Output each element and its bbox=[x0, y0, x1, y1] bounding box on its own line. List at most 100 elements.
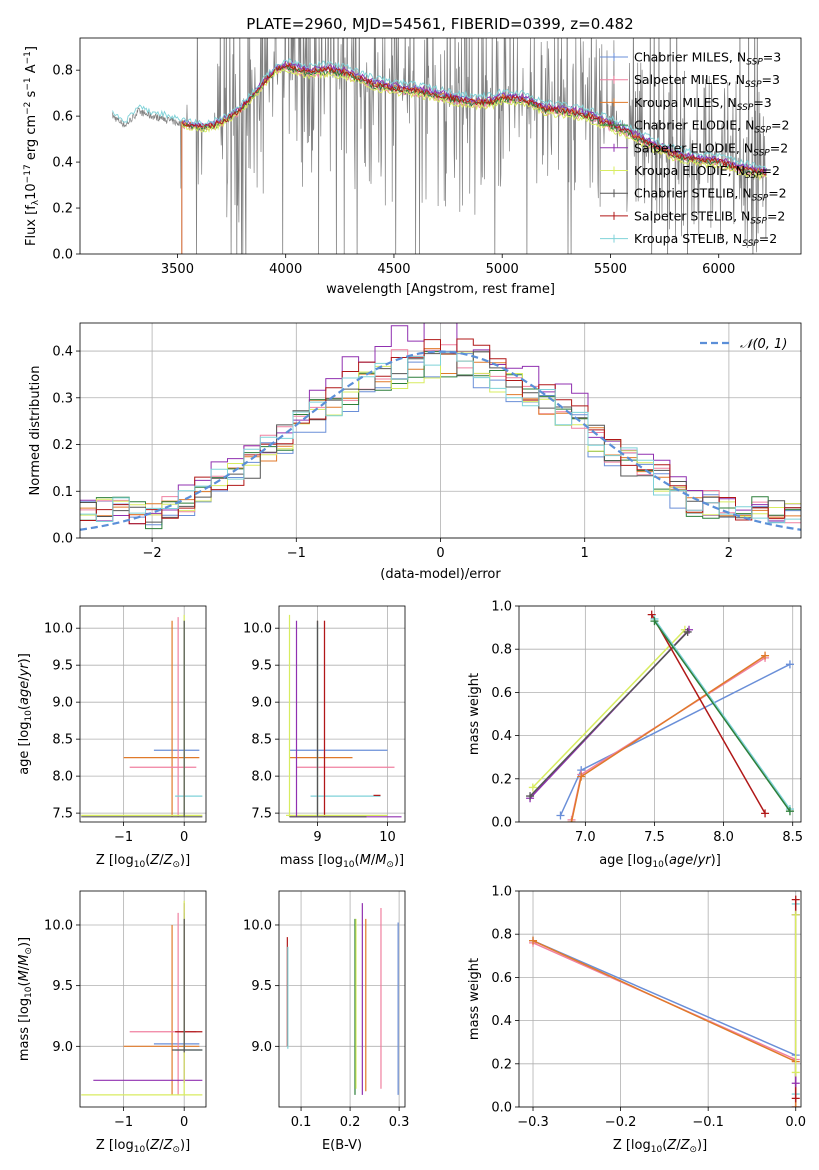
panel-weight_vs_age: 7.0 7.5 8.0 8.5 0.0 0.2 0.4 0.6 0.8 1.0 age [log10… bbox=[467, 600, 803, 871]
weight-point bbox=[683, 627, 692, 636]
weight-point bbox=[791, 1079, 800, 1088]
x-tick-label: −0.2 bbox=[605, 1115, 637, 1130]
errorbar bbox=[286, 614, 388, 817]
weight-point bbox=[791, 1094, 800, 1103]
y-tick-label: 0.8 bbox=[52, 64, 73, 79]
errorbar bbox=[175, 620, 203, 817]
y-tick-label: 7.5 bbox=[52, 807, 73, 822]
y-tick-label: 10.0 bbox=[44, 622, 73, 637]
errorbar bbox=[81, 620, 203, 818]
weight-series bbox=[556, 660, 794, 820]
weight-series bbox=[529, 936, 800, 1107]
weight-series bbox=[529, 936, 800, 1107]
plot-area-age_vs_Z bbox=[81, 614, 203, 818]
x-tick-label: 0.0 bbox=[785, 1115, 806, 1130]
axes-frame bbox=[518, 605, 802, 823]
axes-frame bbox=[79, 890, 207, 1108]
y-tick-label: 0.0 bbox=[52, 532, 73, 547]
spectrum-model-line bbox=[112, 58, 767, 170]
axes-frame bbox=[79, 322, 802, 539]
y-tick-label: 7.5 bbox=[251, 807, 272, 822]
x-tick-label: 0 bbox=[436, 546, 444, 561]
panel-age_vs_Z: −1 0 7.5 8.0 8.5 9.0 9.5 10.0 Z [log10(Z/Z⊙)] age… bbox=[17, 605, 207, 870]
y-tick-label: 0.6 bbox=[491, 686, 512, 701]
errorbar bbox=[172, 918, 203, 1053]
spectrum-model-line bbox=[181, 63, 767, 176]
y-tick-label: 0.4 bbox=[491, 729, 512, 744]
y-tick-label: 0.8 bbox=[491, 928, 512, 943]
weight-line bbox=[651, 614, 766, 814]
y-tick-label: 10.0 bbox=[243, 622, 272, 637]
y-tick-label: 8.5 bbox=[251, 733, 272, 748]
weight-line bbox=[532, 629, 686, 788]
legend-entry: Salpeter STELIB, NSSP=2 bbox=[634, 208, 785, 226]
y-tick-label: 0.4 bbox=[491, 1014, 512, 1029]
x-tick-label: −0.1 bbox=[692, 1115, 724, 1130]
x-tick-label: 0 bbox=[180, 830, 188, 845]
errorbar bbox=[289, 620, 353, 817]
errorbar bbox=[296, 620, 395, 817]
weight-line bbox=[570, 655, 766, 822]
x-tick-label: −2 bbox=[143, 546, 162, 561]
y-tick-label: 0.6 bbox=[52, 110, 73, 125]
plot-area-spectrum bbox=[112, 38, 767, 254]
weight-series bbox=[526, 627, 692, 801]
plot-area-mass_vs_Z bbox=[81, 900, 203, 1096]
axes-frame bbox=[278, 605, 406, 823]
errorbar bbox=[123, 620, 200, 817]
y-axis-label: mass [log10(M/M⊙)] bbox=[17, 937, 34, 1061]
panel-mass_vs_EBV: 0.1 0.2 0.3 9.0 9.5 10.0 E(B-V) bbox=[243, 890, 409, 1153]
y-tick-label: 9.0 bbox=[52, 696, 73, 711]
x-tick-label: 0.2 bbox=[340, 1115, 361, 1130]
errorbar bbox=[310, 624, 381, 817]
axes-frame bbox=[79, 605, 207, 823]
spectrum-legend: Chabrier MILES, NSSP=3 Salpeter MILES, NS… bbox=[600, 50, 789, 249]
residual-histogram bbox=[80, 323, 801, 525]
x-axis-label: wavelength [Angstrom, rest frame] bbox=[326, 282, 555, 297]
weight-series bbox=[647, 610, 770, 818]
errorbar bbox=[153, 918, 200, 1049]
weight-point bbox=[761, 651, 770, 660]
weight-point bbox=[647, 610, 656, 619]
errorbar bbox=[289, 620, 402, 818]
plot-area-weight_vs_Z bbox=[529, 895, 800, 1107]
errorbar bbox=[123, 924, 200, 1095]
weight-point bbox=[791, 1068, 800, 1077]
plot-area-mass_vs_EBV bbox=[286, 903, 399, 1095]
weight-point bbox=[761, 809, 770, 818]
errorbar bbox=[93, 903, 203, 1083]
y-axis-label: Normed distribution bbox=[28, 366, 43, 496]
errorbar bbox=[129, 912, 197, 1095]
plot-area-weight_vs_age bbox=[526, 610, 794, 822]
x-tick-label: 5000 bbox=[486, 262, 519, 277]
x-tick-label: 8.0 bbox=[713, 830, 734, 845]
y-tick-label: 0.6 bbox=[491, 971, 512, 986]
y-axis-label: mass weight bbox=[467, 673, 482, 755]
weight-series bbox=[529, 938, 800, 1107]
y-axis-label: Flux [fλ10−17 erg cm−2 s−1 A−1] bbox=[23, 46, 41, 246]
y-tick-label: 10.0 bbox=[44, 918, 73, 933]
x-axis-label: age [log10(age/yr)] bbox=[599, 853, 721, 870]
panel-residuals: −2 −1 0 1 2 0.0 0.1 0.2 0.3 0.4 (data-model)/error… bbox=[28, 322, 802, 582]
weight-point bbox=[556, 811, 565, 820]
errorbar bbox=[289, 620, 367, 818]
errorbar bbox=[153, 620, 200, 817]
y-tick-label: 9.5 bbox=[52, 659, 73, 674]
axes-frame bbox=[518, 890, 802, 1108]
y-tick-label: 10.0 bbox=[243, 918, 272, 933]
errorbar bbox=[289, 620, 388, 817]
legend-entry: Chabrier MILES, NSSP=3 bbox=[634, 50, 781, 68]
axes-frame bbox=[79, 37, 802, 255]
legend-entry: Kroupa MILES, NSSP=3 bbox=[634, 95, 772, 113]
weight-line bbox=[653, 618, 791, 810]
weight-line bbox=[532, 940, 797, 1107]
y-tick-label: 0.2 bbox=[52, 202, 73, 217]
y-tick-label: 0.0 bbox=[491, 1101, 512, 1116]
errorbar bbox=[175, 918, 203, 1035]
x-tick-label: 7.0 bbox=[575, 830, 596, 845]
x-axis-label: Z [log10(Z/Z⊙)] bbox=[96, 853, 190, 870]
x-tick-label: 7.5 bbox=[644, 830, 665, 845]
errorbar bbox=[129, 617, 197, 817]
panel-spectrum: 3500 4000 4500 5000 5500 6000 0.0 0.2 0.4 0.6 0.8 w… bbox=[23, 37, 802, 297]
